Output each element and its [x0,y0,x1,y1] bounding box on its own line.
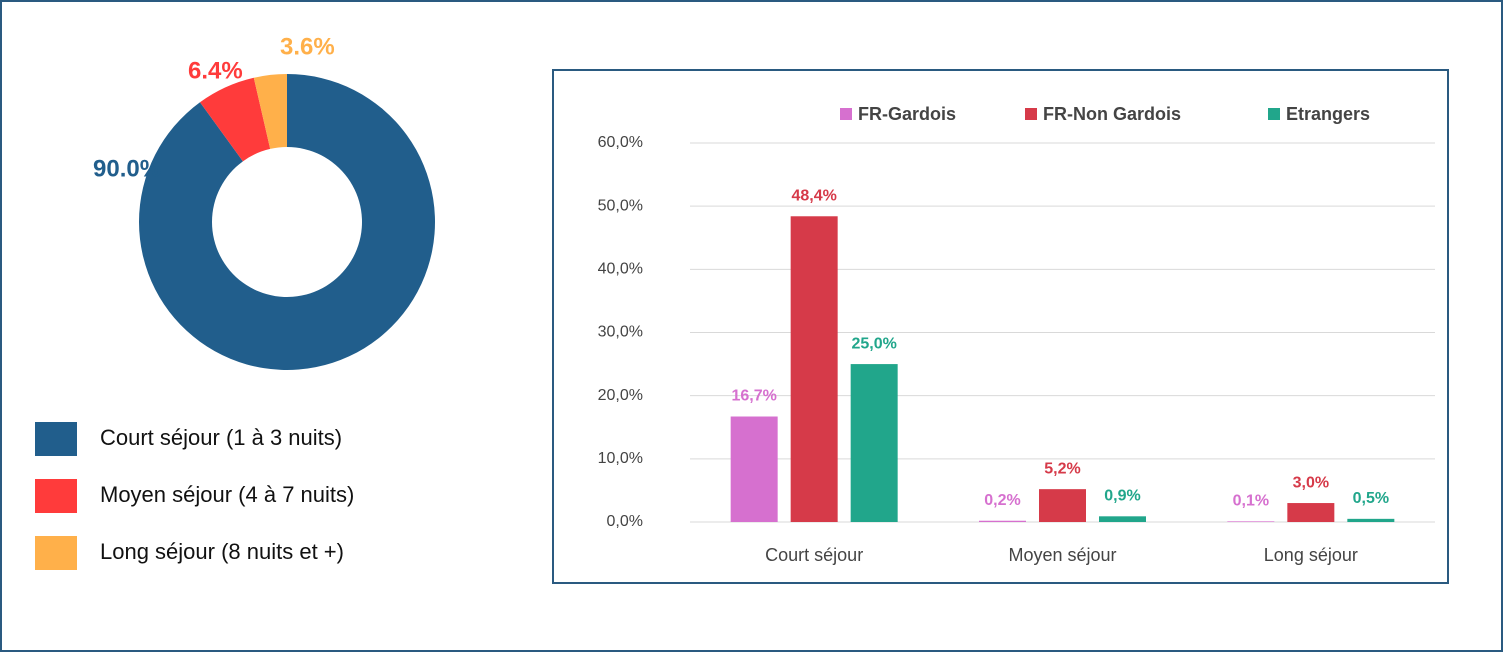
legend-swatch [1025,108,1037,120]
legend-swatch [1268,108,1280,120]
y-tick-label: 60,0% [598,134,643,151]
legend-swatch [35,536,77,570]
bar [1039,489,1086,522]
y-tick-label: 50,0% [598,197,643,214]
x-tick-label: Moyen séjour [1008,545,1116,565]
legend-label: Long séjour (8 nuits et +) [100,539,344,564]
donut-slice [200,77,271,162]
data-label: 0,1% [1233,493,1269,510]
legend-swatch [35,479,77,513]
data-label: 0,2% [984,492,1020,509]
bar [730,416,778,522]
bar [1347,518,1395,522]
bar [1227,521,1275,522]
data-label: 25,0% [851,335,896,352]
slice-label: 3.6% [280,33,335,60]
y-tick-label: 10,0% [598,450,643,467]
data-label: 0,9% [1104,488,1140,505]
legend-label: FR-Gardois [858,104,956,124]
slice-label: 90.0% [93,155,161,182]
bar-frame [552,69,1449,584]
data-label: 16,7% [731,388,776,405]
data-label: 48,4% [791,187,836,204]
x-tick-label: Court séjour [765,545,863,565]
legend-label: Court séjour (1 à 3 nuits) [100,425,342,450]
data-label: 3,0% [1293,474,1329,491]
legend-label: Moyen séjour (4 à 7 nuits) [100,482,354,507]
bar [790,216,838,523]
legend-swatch [35,422,77,456]
bar [979,520,1026,522]
y-tick-label: 0,0% [607,513,643,530]
legend-label: FR-Non Gardois [1043,104,1181,124]
y-tick-label: 40,0% [598,261,643,278]
donut-slice [253,74,287,149]
data-label: 5,2% [1044,460,1080,477]
x-tick-label: Long séjour [1264,545,1358,565]
slice-label: 6.4% [188,57,243,84]
data-label: 0,5% [1353,490,1389,507]
bar [1287,503,1335,522]
y-tick-label: 30,0% [598,324,643,341]
bar [1099,516,1146,522]
y-tick-label: 20,0% [598,387,643,404]
donut-slice [139,74,436,370]
bar [850,364,898,522]
legend-label: Etrangers [1286,104,1370,124]
legend-swatch [840,108,852,120]
